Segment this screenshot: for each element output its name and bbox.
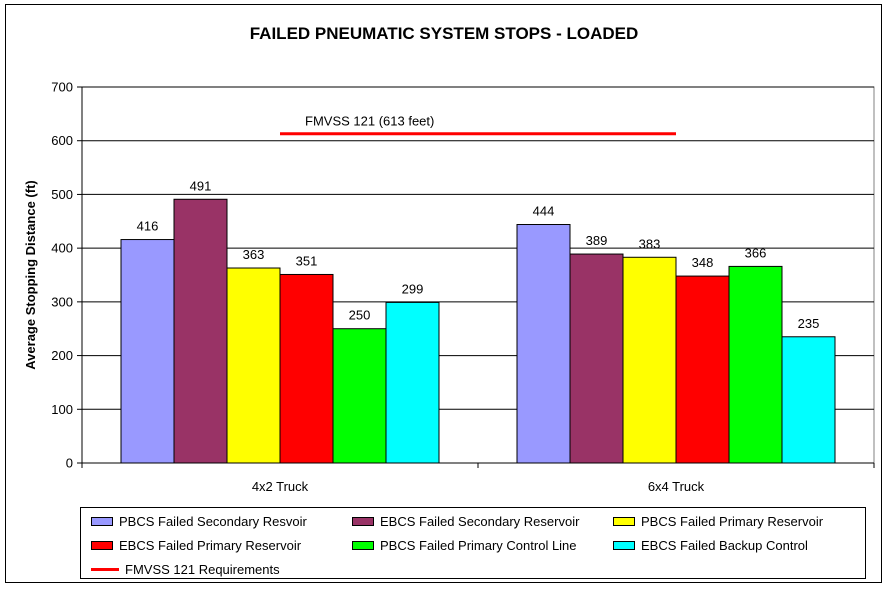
bar (120, 239, 175, 464)
bar (385, 301, 440, 464)
y-tick-label: 400 (51, 241, 73, 256)
legend-swatch (91, 517, 113, 527)
legend-item: EBCS Failed Secondary Reservoir (352, 514, 579, 529)
legend-swatch (613, 517, 635, 527)
bar (516, 224, 571, 464)
y-tick-label: 300 (51, 294, 73, 309)
legend-line-swatch (91, 568, 119, 572)
data-label: 351 (296, 253, 318, 268)
legend-label: PBCS Failed Primary Reservoir (641, 514, 824, 529)
data-label: 416 (137, 219, 159, 234)
y-axis-title: Average Stopping Distance (ft) (23, 180, 38, 369)
legend-item: EBCS Failed Primary Reservoir (91, 538, 301, 553)
y-tick-label: 200 (51, 348, 73, 363)
data-label: 348 (692, 255, 714, 270)
legend-swatch (91, 541, 113, 551)
bar (569, 253, 624, 464)
x-tick-label: 4x2 Truck (252, 479, 309, 494)
legend-label: FMVSS 121 Requirements (125, 562, 280, 577)
y-tick-label: 500 (51, 187, 73, 202)
data-label: 389 (586, 233, 608, 248)
bar (173, 198, 228, 464)
legend-swatch (352, 517, 374, 527)
data-label: 383 (639, 236, 661, 251)
bar (332, 328, 387, 464)
data-label: 444 (533, 204, 555, 219)
data-label: 366 (745, 245, 767, 260)
bar (226, 267, 281, 464)
legend-swatch (352, 541, 374, 551)
y-tick-label: 0 (66, 456, 73, 471)
legend-item: PBCS Failed Primary Control Line (352, 538, 577, 553)
legend-item: FMVSS 121 Requirements (91, 562, 280, 577)
bar (622, 256, 677, 464)
reference-line-label: FMVSS 121 (613 feet) (305, 114, 434, 129)
legend-label: PBCS Failed Primary Control Line (380, 538, 577, 553)
y-tick-label: 100 (51, 402, 73, 417)
y-tick-label: 700 (51, 80, 73, 95)
data-label: 235 (798, 316, 820, 331)
legend-item: PBCS Failed Secondary Resvoir (91, 514, 307, 529)
x-tick-label: 6x4 Truck (648, 479, 705, 494)
bar (675, 275, 730, 464)
data-label: 363 (243, 247, 265, 262)
legend-item: PBCS Failed Primary Reservoir (613, 514, 823, 529)
data-label: 250 (349, 308, 371, 323)
bar (781, 336, 836, 464)
legend-label: EBCS Failed Backup Control (641, 538, 808, 553)
data-label: 491 (190, 178, 212, 193)
legend-label: EBCS Failed Primary Reservoir (119, 538, 302, 553)
bar (728, 265, 783, 464)
legend-swatch (613, 541, 635, 551)
legend-label: EBCS Failed Secondary Reservoir (380, 514, 580, 529)
legend-item: EBCS Failed Backup Control (613, 538, 808, 553)
y-tick-label: 600 (51, 133, 73, 148)
data-label: 299 (402, 281, 424, 296)
chart-legend: PBCS Failed Secondary Resvoir EBCS Failed… (80, 507, 866, 579)
legend-label: PBCS Failed Secondary Resvoir (119, 514, 307, 529)
bar (279, 273, 334, 464)
chart-title: FAILED PNEUMATIC SYSTEM STOPS - LOADED (249, 24, 639, 43)
